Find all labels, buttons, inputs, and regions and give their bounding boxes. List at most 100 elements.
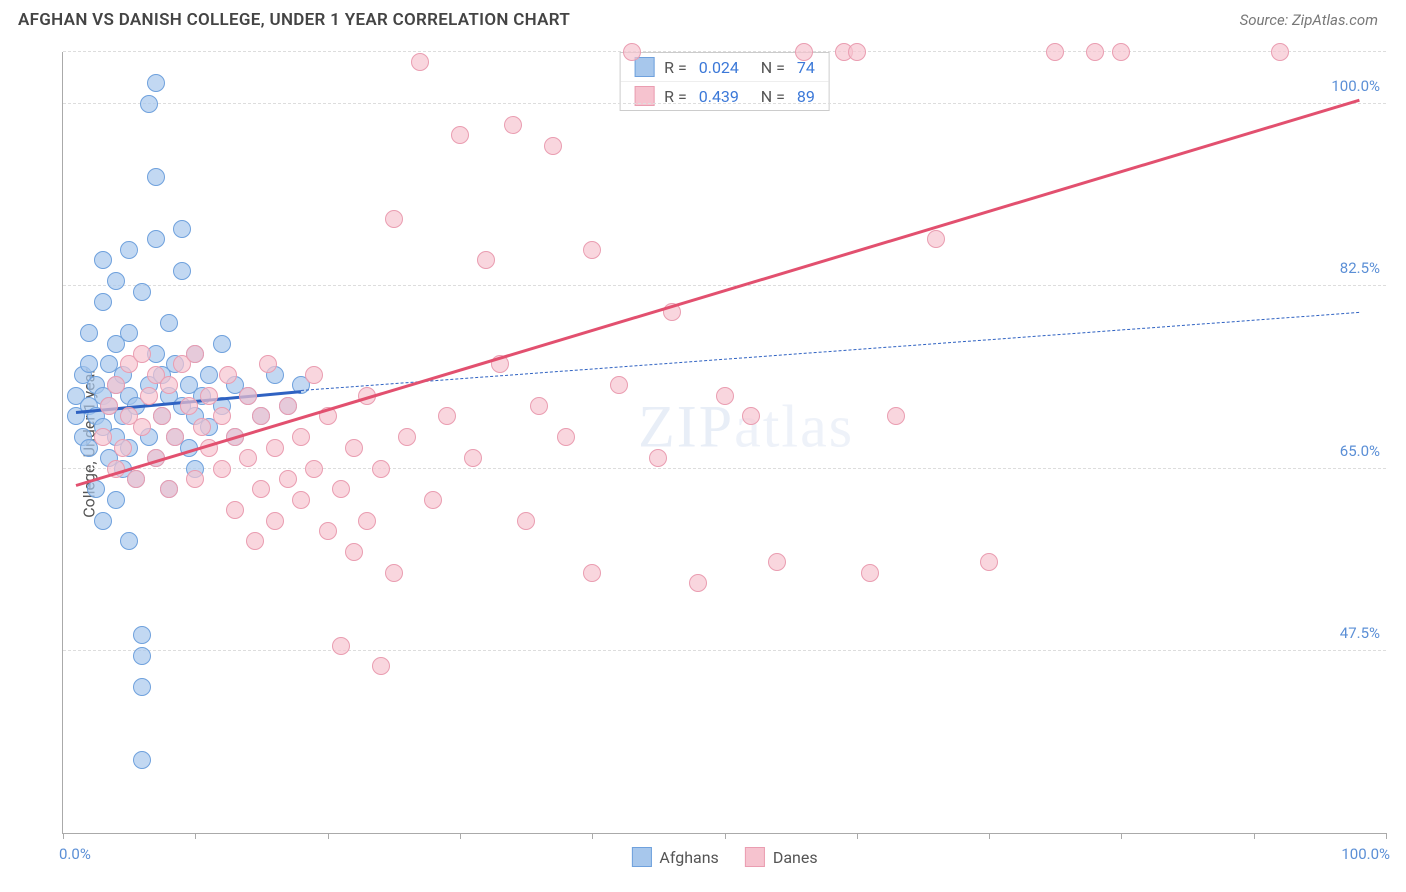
scatter-point	[292, 491, 310, 509]
gridline-h	[63, 285, 1386, 286]
scatter-point	[80, 355, 98, 373]
scatter-point	[239, 449, 257, 467]
scatter-point	[107, 272, 125, 290]
scatter-point	[649, 449, 667, 467]
scatter-point	[147, 230, 165, 248]
scatter-point	[153, 407, 171, 425]
scatter-point	[94, 428, 112, 446]
scatter-point	[180, 397, 198, 415]
scatter-point	[372, 657, 390, 675]
x-tick	[1254, 833, 1255, 839]
scatter-point	[358, 512, 376, 530]
y-tick-label: 65.0%	[1340, 442, 1380, 460]
legend-series: Afghans Danes	[631, 847, 817, 867]
scatter-point	[120, 324, 138, 342]
scatter-point	[133, 647, 151, 665]
n-label: N =	[761, 58, 785, 77]
scatter-point	[848, 43, 866, 61]
scatter-point	[716, 387, 734, 405]
swatch-afghans	[631, 847, 651, 867]
scatter-point	[1086, 43, 1104, 61]
scatter-point	[193, 418, 211, 436]
scatter-point	[133, 418, 151, 436]
scatter-point	[623, 43, 641, 61]
swatch-icon	[634, 57, 654, 77]
scatter-point	[504, 116, 522, 134]
scatter-point	[477, 251, 495, 269]
scatter-point	[1271, 43, 1289, 61]
x-tick	[725, 833, 726, 839]
scatter-point	[94, 251, 112, 269]
scatter-point	[332, 480, 350, 498]
x-tick	[857, 833, 858, 839]
gridline-h	[63, 468, 1386, 469]
scatter-point	[610, 376, 628, 394]
scatter-point	[252, 480, 270, 498]
scatter-point	[94, 512, 112, 530]
scatter-point	[140, 95, 158, 113]
scatter-point	[213, 335, 231, 353]
scatter-point	[133, 283, 151, 301]
scatter-point	[173, 220, 191, 238]
plot-area: College, Under 1 year ZIPatlas R =0.024N…	[38, 52, 1386, 834]
gridline-h	[63, 103, 1386, 104]
scatter-point	[186, 345, 204, 363]
scatter-point	[583, 564, 601, 582]
scatter-point	[451, 126, 469, 144]
x-min-label: 0.0%	[59, 845, 91, 863]
scatter-point	[213, 407, 231, 425]
scatter-point	[372, 460, 390, 478]
chart-title: AFGHAN VS DANISH COLLEGE, UNDER 1 YEAR C…	[18, 10, 570, 30]
scatter-point	[517, 512, 535, 530]
scatter-point	[332, 637, 350, 655]
scatter-point	[107, 491, 125, 509]
y-tick-label: 47.5%	[1340, 624, 1380, 642]
y-tick-label: 100.0%	[1331, 77, 1380, 95]
legend-correlation-row: R =0.439N =89	[620, 82, 829, 110]
scatter-point	[213, 460, 231, 478]
scatter-point	[147, 74, 165, 92]
scatter-point	[927, 230, 945, 248]
x-tick	[328, 833, 329, 839]
scatter-point	[795, 43, 813, 61]
gridline-h	[63, 650, 1386, 651]
x-tick	[1121, 833, 1122, 839]
scatter-point	[120, 241, 138, 259]
scatter-point	[980, 553, 998, 571]
scatter-point	[239, 387, 257, 405]
x-tick	[63, 833, 64, 839]
scatter-point	[438, 407, 456, 425]
legend-label-danes: Danes	[773, 848, 818, 867]
scatter-point	[345, 439, 363, 457]
scatter-point	[689, 574, 707, 592]
scatter-point	[385, 564, 403, 582]
scatter-point	[100, 397, 118, 415]
y-tick-label: 82.5%	[1340, 259, 1380, 277]
scatter-point	[140, 387, 158, 405]
scatter-point	[398, 428, 416, 446]
source-label: Source: ZipAtlas.com	[1240, 11, 1378, 29]
scatter-point	[173, 262, 191, 280]
scatter-point	[186, 470, 204, 488]
scatter-point	[279, 397, 297, 415]
scatter-point	[147, 168, 165, 186]
scatter-point	[742, 407, 760, 425]
scatter-point	[107, 376, 125, 394]
watermark: ZIPatlas	[638, 392, 854, 461]
legend-item-danes: Danes	[745, 847, 818, 867]
scatter-plot: ZIPatlas R =0.024N =74R =0.439N =89 Afgh…	[62, 52, 1386, 834]
scatter-point	[266, 512, 284, 530]
scatter-point	[292, 428, 310, 446]
scatter-point	[266, 439, 284, 457]
scatter-point	[305, 460, 323, 478]
scatter-point	[94, 293, 112, 311]
scatter-point	[530, 397, 548, 415]
scatter-point	[252, 407, 270, 425]
scatter-point	[464, 449, 482, 467]
scatter-point	[583, 241, 601, 259]
scatter-point	[200, 387, 218, 405]
x-tick	[592, 833, 593, 839]
gridline-h	[63, 51, 1386, 52]
x-tick	[460, 833, 461, 839]
scatter-point	[160, 376, 178, 394]
